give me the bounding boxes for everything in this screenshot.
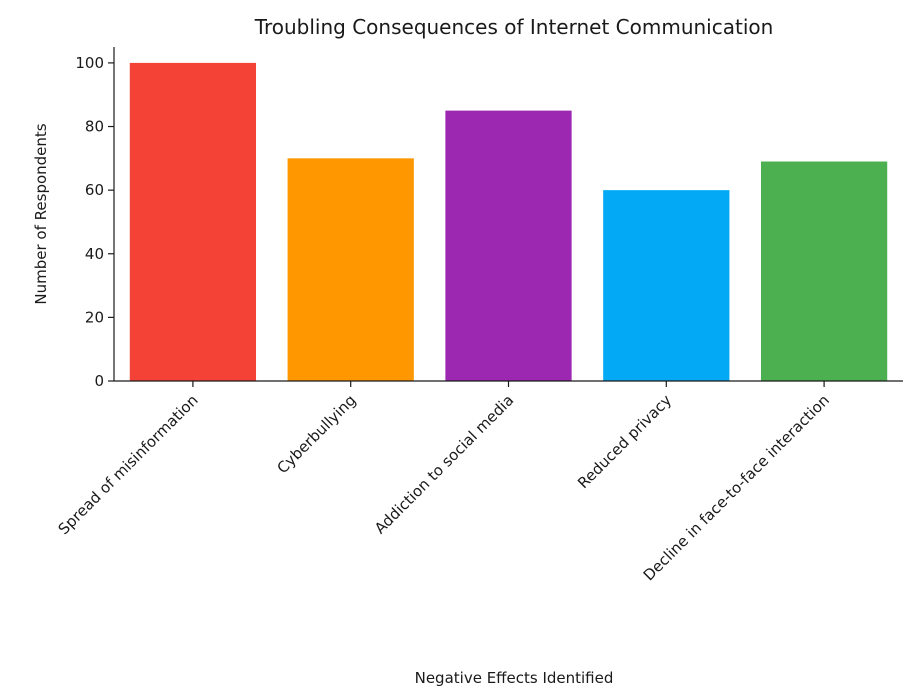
bar-1 xyxy=(129,62,257,382)
y-tick-label: 80 xyxy=(85,118,104,136)
y-axis-title: Number of Respondents xyxy=(32,123,50,304)
bar-5 xyxy=(760,161,888,381)
x-tick-label: Cyberbullying xyxy=(273,391,359,477)
bar-3 xyxy=(445,110,572,381)
y-tick-label: 100 xyxy=(75,54,104,72)
bar-2 xyxy=(287,158,414,381)
x-tick-label: Reduced privacy xyxy=(574,391,675,492)
plot-area xyxy=(129,62,888,382)
x-axis: Spread of misinformation Cyberbullying Add… xyxy=(55,380,903,584)
chart-title: Troubling Consequences of Internet Commu… xyxy=(254,15,774,39)
y-axis: 0 20 40 60 80 100 xyxy=(75,47,115,390)
x-tick-label: Spread of misinformation xyxy=(55,391,202,538)
bar-4 xyxy=(603,190,730,381)
x-axis-title: Negative Effects Identified xyxy=(415,669,614,687)
y-tick-label: 20 xyxy=(85,308,104,326)
x-tick-label: Decline in face-to-face interaction xyxy=(640,391,833,584)
y-tick-label: 0 xyxy=(94,372,104,390)
y-tick-label: 60 xyxy=(85,181,104,199)
y-tick-label: 40 xyxy=(85,245,104,263)
x-tick-label: Addiction to social media xyxy=(371,391,517,537)
